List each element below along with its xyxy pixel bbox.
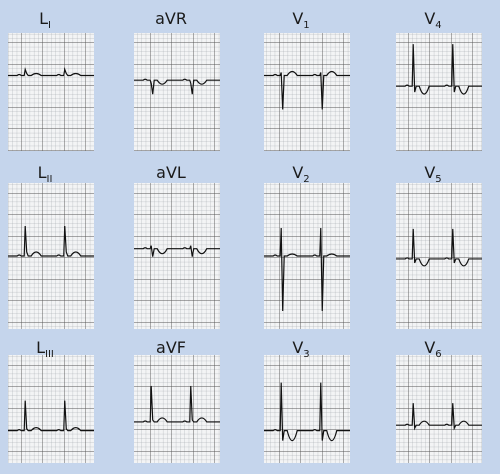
lead-label-sub: 3 [303,349,309,360]
lead-panel: V4 [396,9,482,151]
lead-label-main: V [292,9,303,28]
lead-panel: LI [8,9,94,151]
ecg-trace [396,403,482,431]
ecg-trace [134,385,220,423]
lead-label-sub: 1 [303,20,309,31]
lead-label-sub: 5 [435,174,441,185]
lead-label: V5 [424,163,441,185]
lead-panel: V1 [264,9,350,151]
ecg-grid-coarse [134,183,220,329]
lead-label-main: V [424,338,435,357]
lead-label-main: aVL [156,163,186,182]
ecg-trace [264,382,350,442]
ecg-grid-coarse [264,355,350,463]
lead-panel: V2 [264,163,350,329]
lead-label-main: L [36,338,45,357]
ecg-trace [8,225,94,257]
lead-label-sub: 6 [435,349,441,360]
lead-label: V1 [292,9,309,31]
lead-panel: V5 [396,163,482,329]
ecg-trace [134,78,220,95]
ecg-trace [264,227,350,312]
lead-label: V2 [292,163,309,185]
lead-panel: LII [8,163,94,329]
ecg-grid-coarse [134,33,220,151]
lead-label-main: V [292,163,303,182]
lead-label-main: V [292,338,303,357]
ecg-grid-coarse [264,33,350,151]
ecg-trace [264,70,350,110]
lead-label: aVR [155,9,187,28]
lead-label-sub: III [45,349,54,360]
lead-label-sub: 2 [303,174,309,185]
lead-label-sub: I [48,20,51,31]
ecg-trace [8,400,94,432]
lead-panel: V6 [396,338,482,463]
ecg-trace [8,67,94,77]
lead-panel: aVL [134,163,220,329]
lead-label-main: L [38,163,47,182]
lead-panel: LIII [8,338,94,463]
lead-label-sub: 4 [435,20,441,31]
ecg-grid-coarse [8,355,94,463]
lead-label: V3 [292,338,309,360]
ecg-grid-coarse [134,355,220,463]
ecg-grid-coarse [396,355,482,463]
ecg-grid-coarse [396,183,482,329]
lead-label: LIII [36,338,54,360]
ecg-trace [134,245,220,257]
ecg-trace [396,44,482,95]
lead-label: V4 [424,9,441,31]
lead-label-main: aVF [156,338,186,357]
lead-label-main: V [424,9,435,28]
ecg-trace [396,228,482,267]
ecg-grid-coarse [8,33,94,151]
lead-label-main: aVR [155,9,187,28]
lead-label: LII [38,163,53,185]
lead-label: aVL [156,163,186,182]
lead-label-sub: II [47,174,53,185]
ecg-grid-coarse [396,33,482,151]
lead-panel: V3 [264,338,350,463]
lead-panel: aVR [134,9,220,151]
lead-panel: aVF [134,338,220,463]
lead-label: LI [39,9,51,31]
lead-label: aVF [156,338,186,357]
lead-label-main: V [424,163,435,182]
lead-label-main: L [39,9,48,28]
lead-label: V6 [424,338,441,360]
